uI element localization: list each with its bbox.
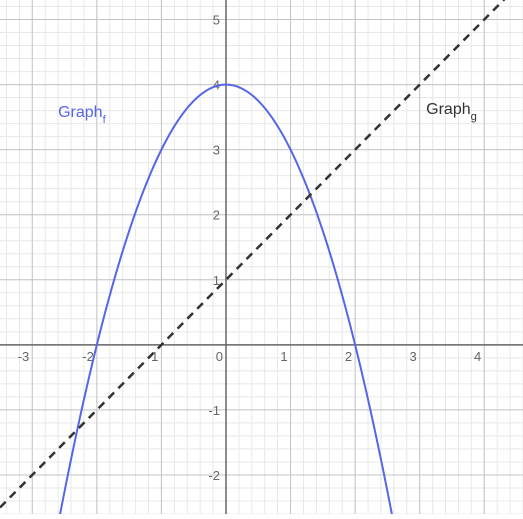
x-tick-label: 0 (216, 349, 223, 364)
chart-svg: -3-2-101234-2-112345GraphfGraphg (0, 0, 523, 514)
y-tick-label: 5 (213, 13, 220, 28)
x-tick-label: 4 (474, 349, 481, 364)
x-tick-label: 1 (280, 349, 287, 364)
x-tick-label: 2 (345, 349, 352, 364)
x-tick-label: -3 (18, 349, 30, 364)
chart-plot: -3-2-101234-2-112345GraphfGraphg (0, 0, 523, 519)
curve-f (0, 85, 523, 514)
y-tick-label: 2 (213, 208, 220, 223)
label-g: Graphg (426, 101, 477, 123)
y-tick-label: -1 (208, 403, 220, 418)
x-tick-label: 3 (409, 349, 416, 364)
label-f: Graphf (58, 104, 106, 126)
y-tick-label: 3 (213, 143, 220, 158)
y-tick-label: -2 (208, 468, 220, 483)
